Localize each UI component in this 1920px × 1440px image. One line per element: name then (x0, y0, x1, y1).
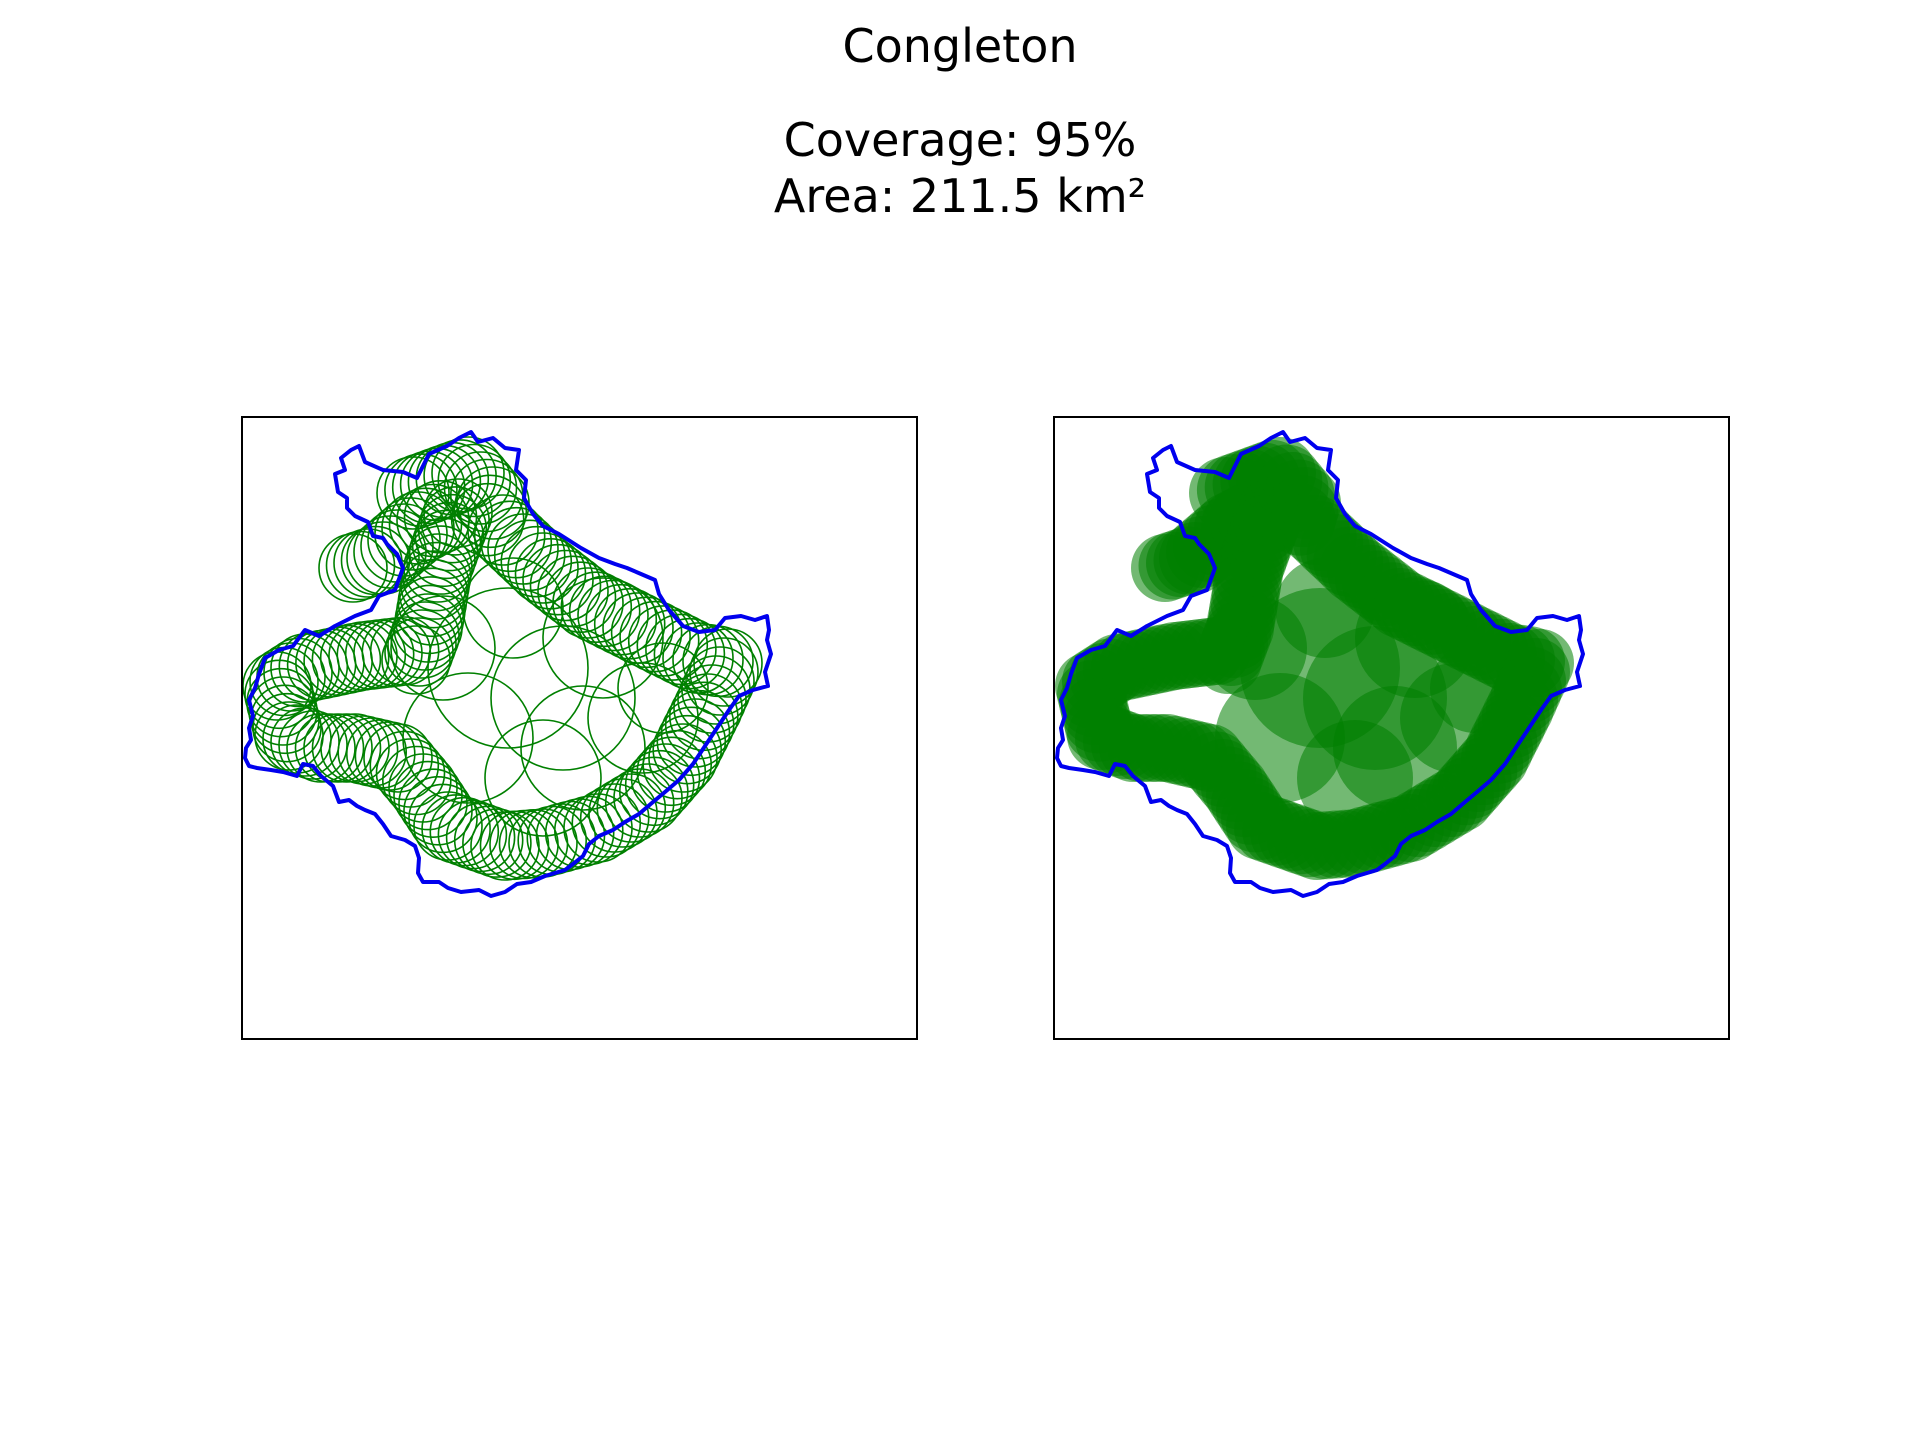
area-text: Area: 211.5 km² (773, 169, 1147, 223)
coverage-circle (369, 616, 440, 686)
coverage-circle (693, 628, 763, 698)
coverage-circle (529, 549, 602, 622)
coverage-circle (381, 625, 451, 695)
coverage-stats: Coverage: 95% Area: 211.5 km² (0, 112, 1920, 224)
coverage-filled-circles (1055, 437, 1574, 880)
map-svg-filled-circles (1055, 430, 1585, 898)
coverage-circle (484, 719, 602, 837)
coverage-circle-outlines (243, 436, 763, 881)
coverage-circle (429, 796, 500, 867)
coverage-circle (522, 543, 594, 616)
coverage-circle (382, 745, 452, 816)
coverage-circle (604, 768, 675, 838)
coverage-circle (656, 706, 727, 777)
coverage-circle (445, 802, 516, 873)
coverage-circle (462, 808, 532, 878)
coverage-circle (520, 685, 646, 811)
coverage-circle (664, 689, 735, 760)
coverage-circle (387, 609, 457, 679)
coverage-circle (467, 494, 539, 566)
figure-title: Congleton (842, 19, 1078, 73)
district-boundary (1055, 430, 1585, 898)
coverage-circle (490, 625, 636, 771)
coverage-circle (369, 730, 440, 801)
coverage-circle (624, 749, 695, 820)
coverage-circle (552, 567, 624, 639)
coverage-circle (318, 533, 388, 603)
coverage-circle (689, 637, 759, 707)
coverage-circle-filled (1430, 643, 1520, 733)
coverage-circle (617, 642, 709, 734)
map-panel-circle-outlines (241, 416, 918, 1040)
coverage-circle (568, 575, 641, 648)
coverage-circle (390, 595, 496, 701)
coverage-circle (619, 600, 691, 673)
map-panel-filled-circles (1053, 416, 1730, 1040)
coverage-circle (636, 609, 709, 681)
coverage-circle (325, 530, 396, 601)
coverage-circle (560, 571, 633, 643)
coverage-circle (587, 662, 699, 774)
map-svg-circle-outlines (243, 430, 773, 898)
coverage-circle (393, 760, 463, 831)
coverage-circle (542, 577, 664, 699)
coverage-circle (500, 525, 573, 598)
coverage-circle (462, 557, 564, 659)
coverage-circle (402, 672, 534, 804)
coverage-circle (627, 605, 700, 677)
district-boundary (243, 430, 773, 898)
coverage-circle-filled (1333, 686, 1457, 810)
coverage-circle-filled (1275, 558, 1375, 658)
coverage-circle (384, 617, 454, 687)
coverage-circle (375, 738, 446, 808)
coverage-circle (577, 579, 649, 652)
coverage-circle (636, 736, 707, 807)
coverage-circle (470, 811, 540, 881)
coverage-circle (427, 587, 589, 749)
coverage-circle (681, 655, 751, 725)
coverage-circle-filled (1153, 526, 1222, 595)
coverage-circle (507, 532, 579, 604)
coverage-text: Coverage: 95% (783, 113, 1137, 167)
coverage-circle (244, 659, 314, 730)
coverage-circle (340, 525, 411, 596)
coverage-circle (473, 500, 546, 573)
coverage-circle (685, 646, 755, 716)
coverage-circle (571, 788, 642, 858)
coverage-circle (403, 775, 473, 846)
coverage-circle (311, 713, 382, 783)
